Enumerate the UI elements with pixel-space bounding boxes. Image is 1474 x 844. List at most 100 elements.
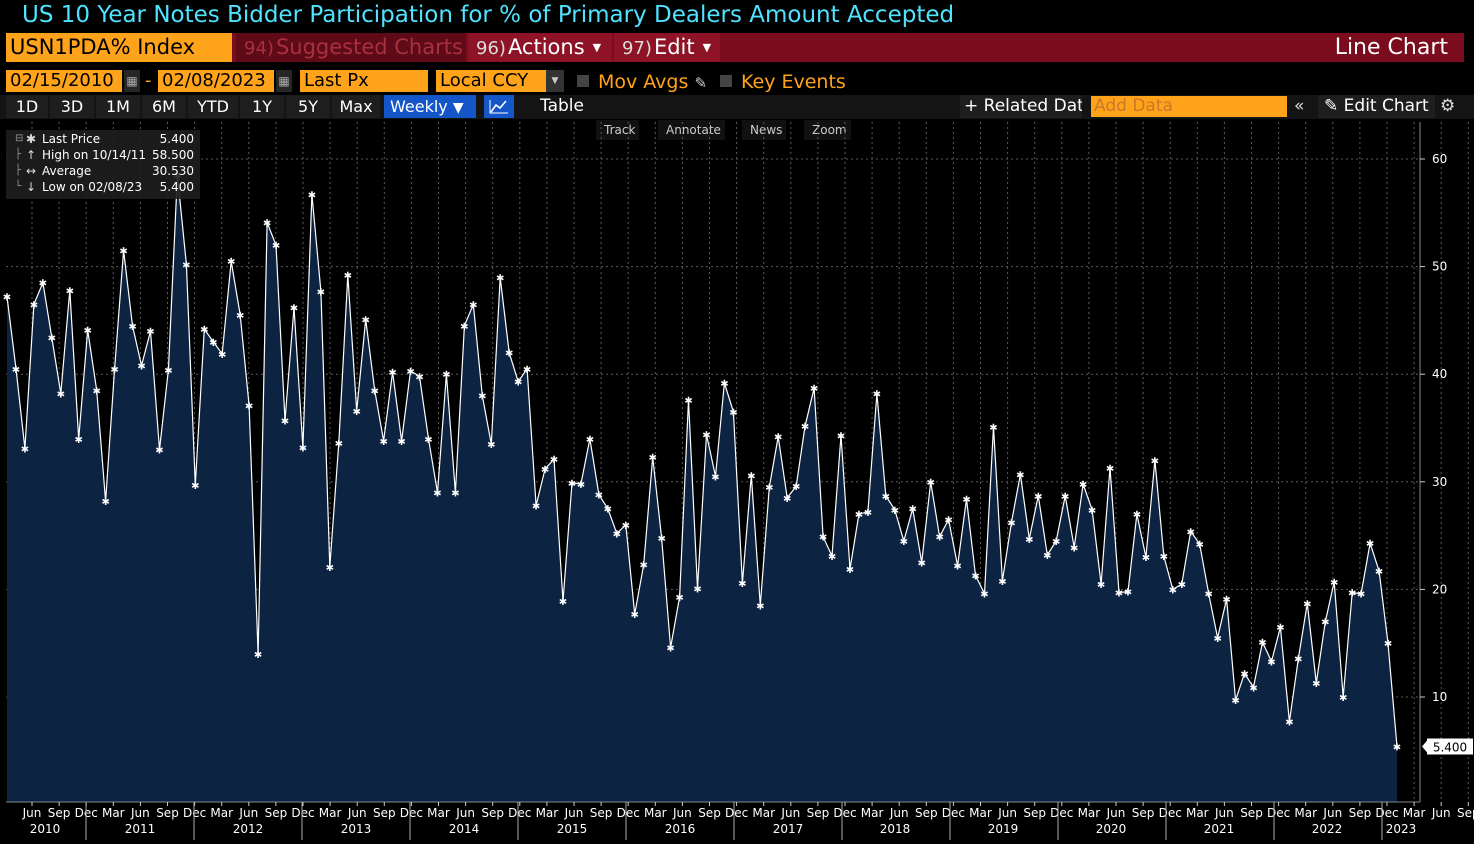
data-point: ✱ (1240, 669, 1248, 680)
range-1m[interactable]: 1M (96, 95, 140, 118)
calendar-icon[interactable]: ▦ (124, 70, 140, 92)
data-point: ✱ (1231, 696, 1239, 707)
chevron-down-icon[interactable]: ▼ (546, 70, 564, 92)
data-point: ✱ (657, 534, 665, 545)
x-month-label: Sep (698, 806, 721, 820)
edit-chart-button[interactable]: ✎ Edit Chart (1318, 95, 1435, 118)
x-month-label: Dec (1159, 806, 1182, 820)
data-point: ✱ (30, 300, 38, 311)
range-max[interactable]: Max (332, 95, 380, 118)
x-year-label: 2018 (880, 822, 911, 836)
x-month-label: Dec (617, 806, 640, 820)
frequency-selector[interactable]: Weekly ▼ (384, 95, 476, 118)
edit-menu[interactable]: 97)Edit ▼ (614, 33, 720, 62)
x-year-label: 2013 (341, 822, 372, 836)
data-point: ✱ (1303, 599, 1311, 610)
data-point: ✱ (693, 584, 701, 595)
x-month-label: Jun (889, 806, 909, 820)
currency-selector[interactable]: Local CCY (436, 70, 546, 92)
data-point: ✱ (1339, 693, 1347, 704)
ticker-field[interactable]: USN1PDA% Index (6, 33, 232, 62)
x-month-label: Mar (536, 806, 559, 820)
data-point: ✱ (765, 483, 773, 494)
zoom-label: Zoom (808, 120, 851, 140)
data-point: ✱ (971, 571, 979, 582)
data-point: ✱ (729, 408, 737, 419)
pencil-icon[interactable]: ✎ (694, 74, 708, 92)
data-point: ✱ (433, 489, 441, 500)
data-point: ✱ (1052, 537, 1060, 548)
annotate-tool[interactable]: ∠Annotate (658, 120, 725, 140)
actions-menu[interactable]: 96)Actions ▼ (468, 33, 612, 62)
legend-value: 5.400 (159, 132, 194, 146)
data-point: ✱ (299, 443, 307, 454)
table-button[interactable]: Table (540, 96, 584, 116)
x-month-label: Jun (997, 806, 1017, 820)
range-1d[interactable]: 1D (6, 95, 48, 118)
data-point: ✱ (1106, 464, 1114, 475)
x-month-label: Jun (672, 806, 692, 820)
range-6m[interactable]: 6M (142, 95, 186, 118)
range-1y[interactable]: 1Y (240, 95, 284, 118)
data-point: ✱ (1007, 519, 1015, 530)
function-bar: 94)Suggested Charts 96)Actions ▼ 97)Edit ▼… (6, 33, 1464, 62)
data-point: ✱ (263, 218, 271, 229)
field-selector[interactable]: Last Px (300, 70, 428, 92)
data-point: ✱ (810, 384, 818, 395)
key-events-checkbox[interactable] (720, 75, 732, 87)
calendar-icon[interactable]: ▦ (276, 70, 292, 92)
collapse-icon[interactable]: ⊟ (15, 133, 24, 144)
data-point: ✱ (3, 293, 11, 304)
data-point: ✱ (953, 562, 961, 573)
add-data-input[interactable]: Add Data (1091, 96, 1287, 117)
mov-avgs-checkbox[interactable] (577, 75, 589, 87)
data-point: ✱ (1196, 540, 1204, 551)
data-point: ✱ (326, 563, 334, 574)
x-month-label: Sep (1457, 806, 1474, 820)
end-date-field[interactable]: 02/08/2023 (158, 70, 274, 92)
data-point: ✱ (254, 650, 262, 661)
data-point: ✱ (21, 444, 29, 455)
line-chart-icon[interactable] (484, 95, 514, 118)
legend-label: Average (42, 164, 92, 178)
data-point: ✱ (1213, 634, 1221, 645)
double-chevron-left-icon[interactable]: « (1294, 96, 1305, 116)
data-point: ✱ (837, 432, 845, 443)
y-tick-label: 20 (1432, 582, 1447, 596)
range-5y[interactable]: 5Y (286, 95, 330, 118)
legend-box[interactable]: ⊟ ✱ Last Price 5.400 ├ ↑ High on 10/14/1… (6, 130, 200, 199)
data-point: ✱ (980, 590, 988, 601)
x-month-label: Jun (455, 806, 475, 820)
zoom-tool[interactable]: ⌕Zoom (804, 120, 851, 140)
data-point: ✱ (586, 435, 594, 446)
data-point: ✱ (12, 365, 20, 376)
suggested-charts-button[interactable]: 94)Suggested Charts (236, 33, 466, 62)
low-arrow-icon: ↓ (26, 180, 37, 194)
track-tool[interactable]: ✛Track (596, 120, 640, 140)
star-marker-icon: ✱ (26, 132, 37, 146)
data-point: ✱ (119, 246, 127, 257)
data-point: ✱ (523, 365, 531, 376)
data-point: ✱ (146, 327, 154, 338)
data-point: ✱ (110, 365, 118, 376)
range-3d[interactable]: 3D (50, 95, 94, 118)
tree-branch-icon: └ (15, 181, 22, 192)
data-point: ✱ (873, 390, 881, 401)
data-point: ✱ (227, 257, 235, 268)
data-point: ✱ (487, 440, 495, 451)
x-month-label: Jun (347, 806, 367, 820)
data-point: ✱ (711, 472, 719, 483)
x-month-label: Sep (807, 806, 830, 820)
x-month-label: Jun (1431, 806, 1451, 820)
related-data-button[interactable]: + Related Data (960, 95, 1082, 118)
x-year-label: 2015 (557, 822, 588, 836)
news-tool[interactable]: ≡News (742, 120, 787, 140)
start-date-field[interactable]: 02/15/2010 (6, 70, 122, 92)
data-point: ✱ (1016, 470, 1024, 481)
gear-icon[interactable]: ⚙ (1440, 96, 1456, 116)
x-month-label: Mar (1186, 806, 1209, 820)
data-point: ✱ (756, 602, 764, 613)
range-ytd[interactable]: YTD (188, 95, 238, 118)
y-tick-label: 40 (1432, 367, 1447, 381)
